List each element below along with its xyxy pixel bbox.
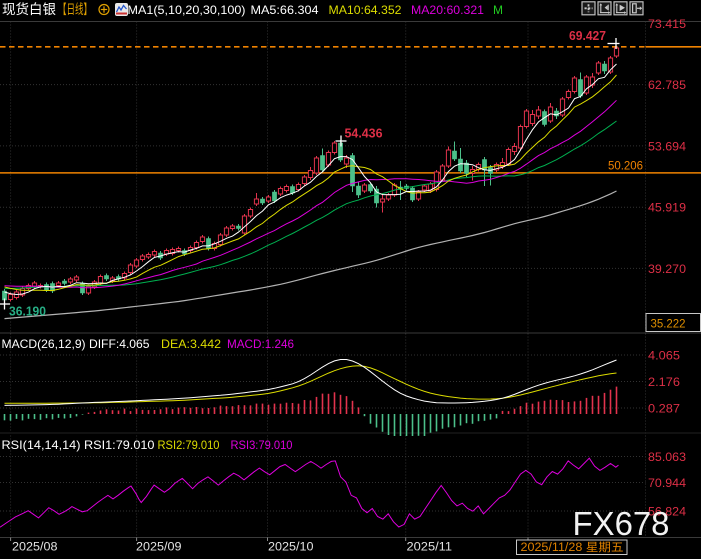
svg-text:36.190: 36.190 [9,305,46,319]
svg-text:RSI3:79.010: RSI3:79.010 [231,438,293,452]
svg-text:45.919: 45.919 [648,201,686,215]
svg-text:MACD(26,12,9) DIFF:4.065: MACD(26,12,9) DIFF:4.065 [2,337,150,351]
svg-text:73.415: 73.415 [648,17,686,31]
svg-text:【日线】: 【日线】 [58,2,92,17]
svg-text:2.176: 2.176 [648,375,680,389]
svg-text:2025/11: 2025/11 [407,542,453,554]
svg-text:RSI(14,14,14) RSI1:79.010: RSI(14,14,14) RSI1:79.010 [2,438,155,452]
svg-text:85.063: 85.063 [648,450,686,464]
svg-text:2025/09: 2025/09 [136,542,182,554]
svg-text:70.944: 70.944 [648,476,686,490]
svg-text:DEA:3.442: DEA:3.442 [161,337,221,351]
svg-text:62.785: 62.785 [648,78,686,92]
svg-text:69.427: 69.427 [569,29,606,43]
svg-text:MA20:60.321: MA20:60.321 [411,3,484,17]
svg-text:MA10:64.352: MA10:64.352 [329,3,402,17]
svg-text:35.222: 35.222 [651,317,686,331]
svg-text:RSI2:79.010: RSI2:79.010 [158,438,220,452]
svg-text:56.824: 56.824 [648,505,686,519]
svg-text:4.065: 4.065 [648,349,680,363]
svg-text:54.436: 54.436 [345,127,383,141]
svg-text:53.694: 53.694 [648,139,686,153]
svg-text:39.270: 39.270 [648,262,686,276]
svg-text:M: M [493,3,503,17]
svg-text:现货白银: 现货白银 [2,1,56,17]
svg-text:MA5:66.304: MA5:66.304 [251,3,319,17]
svg-text:FX678: FX678 [573,505,670,542]
svg-text:MA1(5,10,20,30,100): MA1(5,10,20,30,100) [128,3,246,17]
svg-text:MACD:1.246: MACD:1.246 [227,337,294,351]
svg-text:2025/11/28 星期五: 2025/11/28 星期五 [521,541,624,554]
svg-text:50.206: 50.206 [608,159,643,173]
svg-text:2025/08: 2025/08 [12,542,58,554]
svg-text:2025/10: 2025/10 [268,542,314,554]
svg-text:0.287: 0.287 [648,402,680,416]
